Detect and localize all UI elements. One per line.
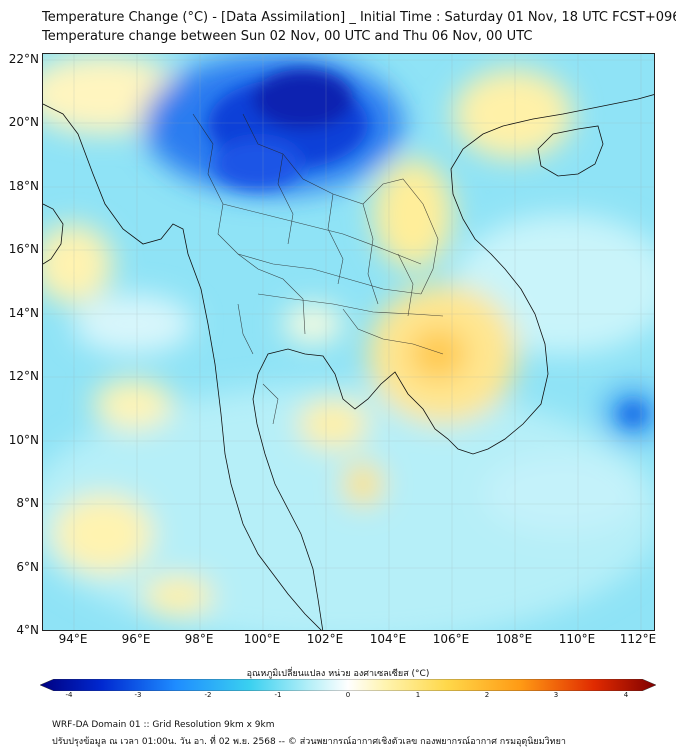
lon-label-94e: 94°E [58,632,88,646]
colorbar-tick--1: -1 [274,691,282,699]
lat-label-4n: 4°N [16,623,39,637]
colorbar-title: อุณหภูมิเปลี่ยนแปลง หน่วย องศาเซลเซียส (… [246,669,430,679]
lon-label-108e: 108°E [495,632,533,646]
lat-label-12n: 12°N [8,369,39,383]
lat-label-6n: 6°N [16,560,39,574]
lon-label-104e: 104°E [369,632,407,646]
lon-label-106e: 106°E [432,632,470,646]
lat-label-8n: 8°N [16,496,39,510]
colorbar-tick-1: 1 [415,691,421,699]
coastlines [43,94,654,630]
lon-label-100e: 100°E [243,632,281,646]
footer-credit: ปรับปรุงข้อมูล ณ เวลา 01:00น. วัน อา. ที… [52,737,566,747]
colorbar-tick--3: -3 [134,691,142,699]
lon-label-112e: 112°E [619,632,657,646]
map-title-line-2: Temperature change between Sun 02 Nov, 0… [42,29,533,44]
lat-label-22n: 22°N [8,52,39,66]
lon-label-102e: 102°E [306,632,344,646]
colorbar [40,679,656,691]
map-title-line-1: Temperature Change (°C) - [Data Assimila… [42,10,676,25]
lat-label-14n: 14°N [8,306,39,320]
map-canvas [43,54,654,630]
colorbar-tick-0: 0 [345,691,351,699]
gridlines [43,54,654,630]
temperature-change-map[interactable] [42,53,655,631]
lat-label-18n: 18°N [8,179,39,193]
cold-core [208,69,647,426]
lon-label-96e: 96°E [121,632,151,646]
colorbar-tick-2: 2 [484,691,490,699]
lat-label-16n: 16°N [8,242,39,256]
temperature-field [43,54,654,630]
lon-label-110e: 110°E [558,632,596,646]
lon-label-98e: 98°E [184,632,214,646]
lat-label-20n: 20°N [8,115,39,129]
colorbar-tick-4: 4 [623,691,629,699]
colorbar-tick--4: -4 [65,691,73,699]
province-borders [192,113,444,425]
lat-label-10n: 10°N [8,433,39,447]
colorbar-tick--2: -2 [204,691,212,699]
colorbar-tick-3: 3 [553,691,559,699]
footer-model-info: WRF-DA Domain 01 :: Grid Resolution 9km … [52,720,275,730]
